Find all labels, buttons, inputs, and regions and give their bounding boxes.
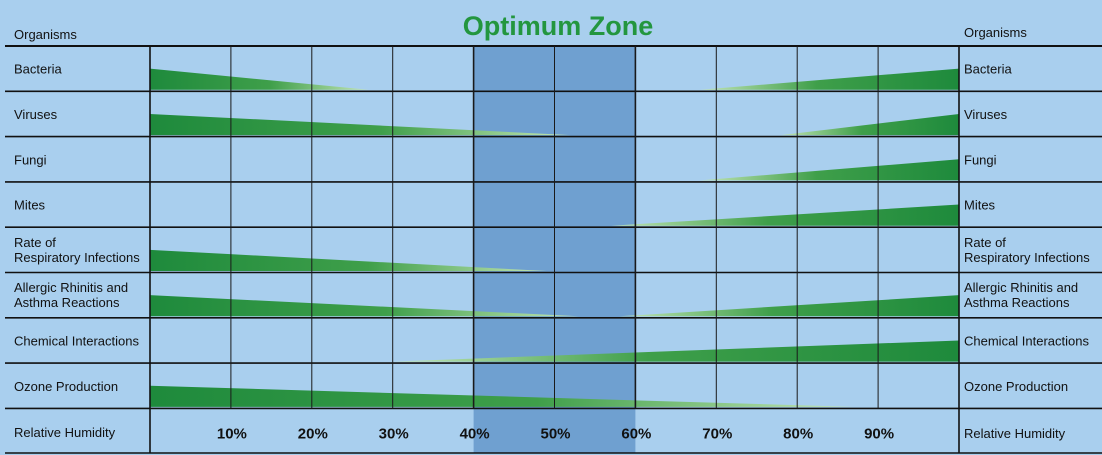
wedge-left-8 <box>150 385 854 407</box>
wedge-layer <box>150 68 959 407</box>
row-label-line: Allergic Rhinitis and <box>964 280 1078 295</box>
row-label-line: Ozone Production <box>964 379 1068 394</box>
row-label-line: Mites <box>14 198 46 213</box>
chart-title: Optimum Zone <box>463 11 654 41</box>
wedge-left-6 <box>150 295 579 317</box>
column-header-left: Organisms <box>14 27 77 42</box>
row-label-left-3: Fungi <box>14 152 47 167</box>
row-label-line: Viruses <box>14 107 58 122</box>
wedge-right-1 <box>700 68 959 90</box>
x-axis-label-right: Relative Humidity <box>964 426 1066 441</box>
tick-label-20: 20% <box>298 425 328 442</box>
row-label-left-1: Bacteria <box>14 62 62 77</box>
wedge-left-1 <box>150 68 369 90</box>
grid-lines <box>5 45 1102 454</box>
row-label-line: Chemical Interactions <box>964 333 1089 348</box>
wedge-left-5 <box>150 249 547 271</box>
wedge-left-2 <box>150 113 571 136</box>
wedge-right-4 <box>611 204 959 226</box>
x-axis-label-left: Relative Humidity <box>14 425 116 440</box>
tick-label-30: 30% <box>379 425 409 442</box>
row-label-right-5: Rate of Respiratory Infections <box>964 235 1090 265</box>
tick-label-90: 90% <box>864 425 894 442</box>
row-label-right-7: Chemical Interactions <box>964 333 1089 348</box>
wedge-right-7 <box>392 340 959 362</box>
row-label-line: Respiratory Infections <box>964 250 1090 265</box>
row-label-line: Allergic Rhinitis and <box>14 280 128 295</box>
row-label-line: Asthma Reactions <box>964 295 1070 310</box>
tick-label-60: 60% <box>621 425 651 442</box>
tick-label-40: 40% <box>460 425 490 442</box>
row-label-left-7: Chemical Interactions <box>14 333 139 348</box>
row-label-left-5: Rate of Respiratory Infections <box>14 235 140 265</box>
wedge-right-2 <box>781 113 959 136</box>
column-header-right: Organisms <box>964 25 1027 40</box>
row-label-left-4: Mites <box>14 198 46 213</box>
row-label-line: Bacteria <box>964 62 1012 77</box>
row-label-left-6: Allergic Rhinitis and Asthma Reactions <box>14 280 128 310</box>
row-label-line: Asthma Reactions <box>14 295 120 310</box>
row-label-line: Fungi <box>964 152 997 167</box>
tick-label-10: 10% <box>217 425 247 442</box>
row-label-right-6: Allergic Rhinitis and Asthma Reactions <box>964 280 1078 310</box>
row-label-left-8: Ozone Production <box>14 379 118 394</box>
row-label-line: Rate of <box>964 235 1006 250</box>
wedge-right-3 <box>700 159 959 181</box>
row-label-line: Rate of <box>14 235 56 250</box>
wedge-right-6 <box>619 295 959 317</box>
row-labels-right: Bacteria Viruses Fungi Mites Rate of Respirat… <box>964 62 1090 394</box>
row-label-line: Bacteria <box>14 62 62 77</box>
tick-labels: 10% 20% 30% 40% 50% 60% 70% 80% 90% <box>217 425 894 442</box>
row-label-right-2: Viruses <box>964 107 1008 122</box>
row-label-line: Mites <box>964 198 996 213</box>
row-label-line: Respiratory Infections <box>14 250 140 265</box>
row-label-right-1: Bacteria <box>964 62 1012 77</box>
row-label-left-2: Viruses <box>14 107 58 122</box>
row-label-right-8: Ozone Production <box>964 379 1068 394</box>
row-label-right-4: Mites <box>964 198 996 213</box>
row-label-right-3: Fungi <box>964 152 997 167</box>
row-label-line: Ozone Production <box>14 379 118 394</box>
tick-label-50: 50% <box>540 425 570 442</box>
row-labels-left: Bacteria Viruses Fungi Mites Rate of Respirat… <box>14 62 140 394</box>
row-label-line: Fungi <box>14 152 47 167</box>
tick-label-80: 80% <box>783 425 813 442</box>
row-label-line: Viruses <box>964 107 1008 122</box>
tick-label-70: 70% <box>702 425 732 442</box>
row-label-line: Chemical Interactions <box>14 333 139 348</box>
